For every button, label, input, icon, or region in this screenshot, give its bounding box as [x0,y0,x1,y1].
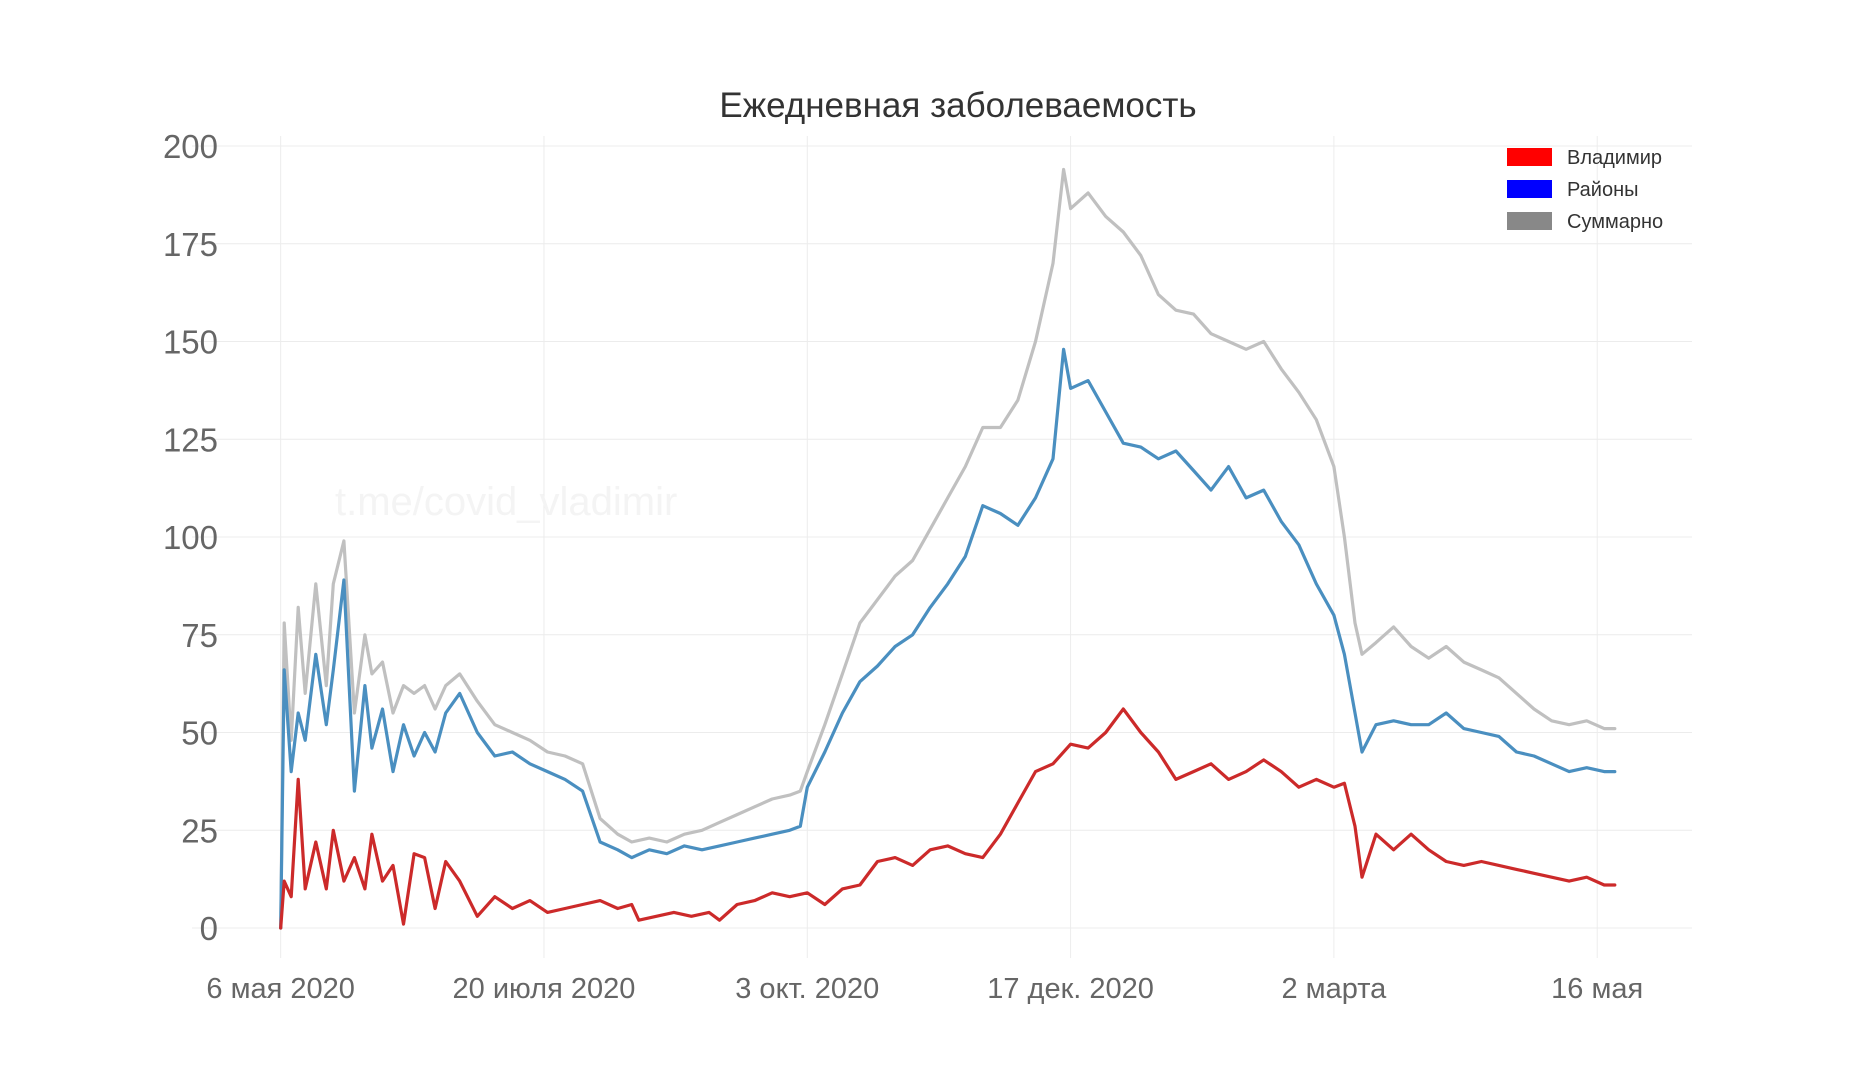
x-axis-ticks: 6 мая 2020 20 июля 2020 3 окт. 2020 17 дек.… [206,973,1643,1005]
y-tick-label: 200 [163,128,218,165]
legend-label: Владимир [1567,147,1662,169]
series-line-2 [279,347,1617,930]
legend-swatch [1507,180,1552,198]
x-tick-label: 17 дек. 2020 [987,973,1154,1005]
grid-lines [192,136,1692,958]
legend-label: Районы [1567,179,1639,201]
y-axis-ticks: 0 25 50 75 100 125 150 175 200 [163,128,218,947]
legend: Владимир Районы Суммарно [1507,147,1663,233]
x-tick-label: 2 марта [1281,973,1387,1005]
legend-swatch [1507,212,1552,230]
y-tick-label: 100 [163,519,218,556]
legend-swatch [1507,148,1552,166]
x-tick-label: 3 окт. 2020 [735,973,879,1005]
watermark-text: t.me/covid_vladimir [335,480,677,524]
chart-title: Ежедневная заболеваемость [719,86,1196,125]
x-tick-label: 20 июля 2020 [453,973,636,1005]
series-line-3 [279,167,1617,930]
y-tick-label: 50 [181,715,218,752]
series-layer [279,167,1617,930]
legend-label: Суммарно [1567,211,1663,233]
y-tick-label: 125 [163,421,218,458]
y-tick-label: 175 [163,226,218,263]
series-line-1 [279,707,1617,930]
y-tick-label: 0 [200,910,218,947]
x-tick-label: 16 мая [1551,973,1643,1005]
y-tick-label: 75 [181,617,218,654]
x-tick-label: 6 мая 2020 [206,973,355,1005]
y-tick-label: 25 [181,812,218,849]
y-tick-label: 150 [163,324,218,361]
